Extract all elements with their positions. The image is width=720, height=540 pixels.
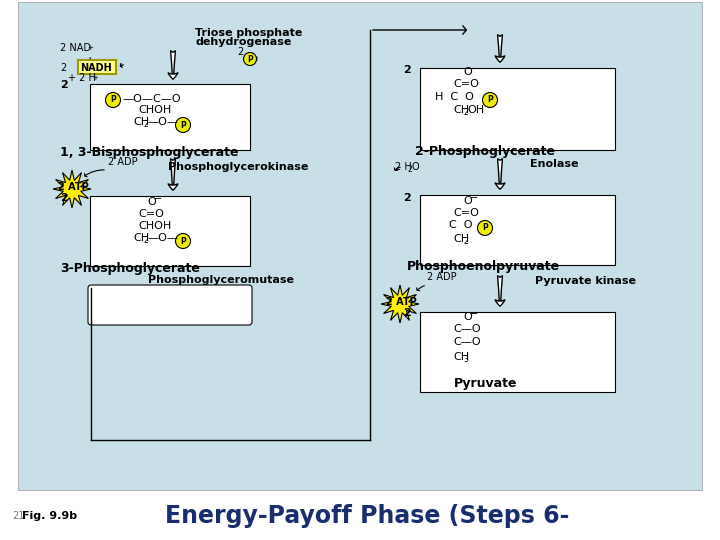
Text: CH: CH xyxy=(133,117,149,127)
Text: Phosphoglycerokinase: Phosphoglycerokinase xyxy=(168,162,308,172)
Text: 2 H: 2 H xyxy=(395,162,412,172)
Text: 2: 2 xyxy=(60,63,66,73)
Text: P: P xyxy=(487,96,493,105)
Text: OH: OH xyxy=(467,105,484,115)
Circle shape xyxy=(176,118,191,132)
Text: O: O xyxy=(147,197,156,207)
Text: −: − xyxy=(470,193,478,203)
Text: 2 ATP: 2 ATP xyxy=(58,182,89,192)
Text: O: O xyxy=(463,67,472,77)
Text: 2: 2 xyxy=(463,108,468,117)
Text: Phosphoenolpyruvate: Phosphoenolpyruvate xyxy=(407,260,560,273)
Text: 3-Phosphoglycerate: 3-Phosphoglycerate xyxy=(60,262,200,275)
Text: 3: 3 xyxy=(463,355,468,364)
Text: 2: 2 xyxy=(60,80,68,90)
Text: O: O xyxy=(463,312,472,322)
Text: C—O: C—O xyxy=(453,337,481,347)
Polygon shape xyxy=(53,170,91,208)
Text: P: P xyxy=(482,224,488,233)
Text: CH: CH xyxy=(453,105,469,115)
Text: 2 NAD: 2 NAD xyxy=(60,43,91,53)
Text: CH: CH xyxy=(133,233,149,243)
Circle shape xyxy=(106,92,120,107)
Circle shape xyxy=(243,52,256,65)
Polygon shape xyxy=(381,285,419,323)
Text: 2: 2 xyxy=(143,120,148,129)
Bar xyxy=(78,60,116,74)
Text: 2 ADP: 2 ADP xyxy=(427,272,456,282)
Text: 2: 2 xyxy=(60,193,68,203)
Bar xyxy=(0,492,720,540)
Circle shape xyxy=(482,92,498,107)
Bar xyxy=(90,196,250,266)
Text: Pyruvate kinase: Pyruvate kinase xyxy=(535,276,636,286)
Text: —O—C—O: —O—C—O xyxy=(122,94,181,104)
Text: −: − xyxy=(470,309,478,319)
Text: Fig. 9.9b: Fig. 9.9b xyxy=(22,511,77,521)
Text: P: P xyxy=(180,237,186,246)
Text: —O—: —O— xyxy=(147,117,178,127)
Text: CHOH: CHOH xyxy=(138,105,171,115)
Text: + 2 H: + 2 H xyxy=(68,73,96,83)
Text: +: + xyxy=(92,75,98,81)
Text: O: O xyxy=(463,196,472,206)
Text: 2: 2 xyxy=(463,237,468,246)
Text: dehydrogenase: dehydrogenase xyxy=(195,37,292,47)
Text: 1, 3-Bisphosphoglycerate: 1, 3-Bisphosphoglycerate xyxy=(60,146,238,159)
Text: —O—: —O— xyxy=(147,233,178,243)
Text: C  O: C O xyxy=(449,220,472,230)
Text: C=O: C=O xyxy=(453,208,479,218)
Text: Phosphoglyceromutase: Phosphoglyceromutase xyxy=(148,275,294,285)
Text: 2 ADP: 2 ADP xyxy=(108,157,138,167)
Text: P: P xyxy=(110,96,116,105)
Text: Enolase: Enolase xyxy=(530,159,578,169)
Text: C=O: C=O xyxy=(453,79,479,89)
Text: Pyruvate: Pyruvate xyxy=(454,377,518,390)
Text: 2-Phosphoglycerate: 2-Phosphoglycerate xyxy=(415,145,555,158)
Text: P: P xyxy=(180,120,186,130)
Text: +: + xyxy=(87,45,93,51)
Text: 2 ATP: 2 ATP xyxy=(386,297,417,307)
Text: 2: 2 xyxy=(237,47,243,57)
Text: i: i xyxy=(255,56,257,62)
Text: −: − xyxy=(154,194,162,204)
Text: Energy-Payoff Phase (Steps 6-: Energy-Payoff Phase (Steps 6- xyxy=(165,504,570,528)
FancyBboxPatch shape xyxy=(88,285,252,325)
Text: C—O: C—O xyxy=(453,324,481,334)
Text: CHOH: CHOH xyxy=(138,221,171,231)
Text: NADH: NADH xyxy=(80,63,112,73)
Text: 2: 2 xyxy=(403,308,410,318)
Bar xyxy=(420,312,615,392)
Text: 2: 2 xyxy=(403,193,410,203)
Text: H  C  O: H C O xyxy=(435,92,474,102)
Text: Triose phosphate: Triose phosphate xyxy=(195,28,302,38)
Text: 21: 21 xyxy=(12,511,24,521)
Bar xyxy=(420,195,615,265)
Text: C=O: C=O xyxy=(138,209,164,219)
Bar xyxy=(420,68,615,150)
Text: P: P xyxy=(247,55,253,64)
Circle shape xyxy=(477,220,492,235)
Circle shape xyxy=(176,233,191,248)
Text: CH: CH xyxy=(453,352,469,362)
Bar xyxy=(90,84,250,150)
Text: 2: 2 xyxy=(408,165,413,174)
Text: 2: 2 xyxy=(403,65,410,75)
Text: CH: CH xyxy=(453,234,469,244)
Text: −: − xyxy=(470,64,478,74)
Text: 2: 2 xyxy=(143,236,148,245)
Text: O: O xyxy=(412,162,420,172)
